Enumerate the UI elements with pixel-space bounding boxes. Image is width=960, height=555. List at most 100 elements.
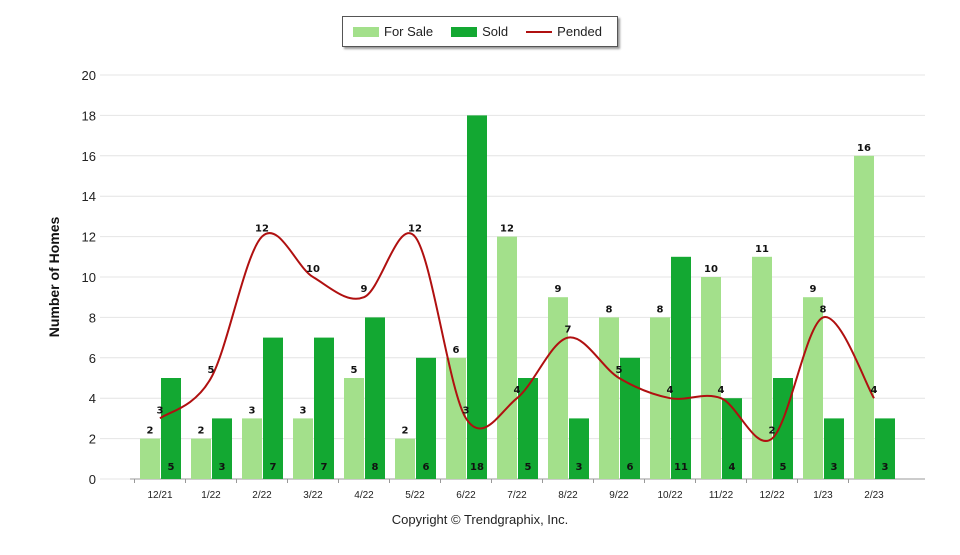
label-pended: 4	[871, 385, 878, 396]
legend-swatch-sold	[451, 26, 478, 37]
label-sold: 5	[525, 462, 532, 473]
x-tick-label: 8/22	[558, 490, 578, 501]
y-tick-label: 6	[89, 351, 96, 366]
bar-for-sale	[854, 155, 874, 480]
label-sold: 3	[882, 462, 889, 473]
y-tick-label: 0	[89, 472, 96, 487]
label-sold: 8	[372, 462, 379, 473]
label-for-sale: 2	[147, 426, 154, 437]
bar-sold	[722, 398, 742, 479]
label-pended: 12	[408, 224, 422, 235]
bar-sold	[569, 418, 589, 479]
label-pended: 4	[514, 385, 521, 396]
line-pended	[159, 232, 875, 442]
label-pended: 3	[157, 405, 164, 416]
bar-for-sale	[752, 256, 772, 479]
label-pended: 10	[306, 264, 320, 275]
legend-swatch-pended	[526, 30, 553, 33]
x-tick-label: 2/23	[864, 490, 884, 501]
x-tick-label: 6/22	[456, 490, 476, 501]
label-for-sale: 2	[198, 426, 205, 437]
label-sold: 3	[219, 462, 226, 473]
y-tick-label: 12	[82, 230, 96, 245]
label-pended: 3	[463, 405, 470, 416]
bar-sold	[161, 378, 181, 479]
label-for-sale: 11	[755, 244, 769, 255]
label-sold: 5	[168, 462, 175, 473]
bar-sold	[365, 317, 385, 479]
legend-item-for-sale: For Sale	[353, 24, 433, 39]
label-sold: 3	[576, 462, 583, 473]
label-pended: 2	[769, 426, 776, 437]
y-tick-label: 16	[82, 149, 96, 164]
bar-for-sale	[497, 236, 517, 479]
bar-sold	[263, 337, 283, 479]
y-tick-label: 14	[82, 189, 96, 204]
legend: For Sale Sold Pended	[342, 16, 618, 47]
label-for-sale: 10	[704, 264, 718, 275]
x-tick-label: 7/22	[507, 490, 527, 501]
label-pended: 7	[565, 325, 572, 336]
label-for-sale: 3	[249, 405, 256, 416]
x-tick-label: 11/22	[709, 490, 734, 501]
bar-sold	[671, 256, 691, 479]
label-pended: 9	[361, 284, 368, 295]
label-for-sale: 16	[857, 143, 871, 154]
label-sold: 4	[729, 462, 736, 473]
bar-sold	[416, 357, 436, 479]
bar-for-sale	[803, 297, 823, 479]
x-tick-label: 4/22	[354, 490, 374, 501]
label-sold: 18	[470, 462, 484, 473]
bar-sold	[875, 418, 895, 479]
x-tick-label: 2/22	[252, 490, 272, 501]
label-sold: 7	[321, 462, 328, 473]
bar-for-sale	[650, 317, 670, 479]
bar-for-sale	[599, 317, 619, 479]
y-tick-label: 10	[82, 270, 96, 285]
legend-swatch-for-sale	[353, 26, 379, 37]
x-tick-label: 5/22	[405, 490, 425, 501]
label-for-sale: 9	[810, 284, 817, 295]
bar-for-sale	[140, 438, 160, 479]
label-for-sale: 6	[453, 345, 460, 356]
label-for-sale: 3	[300, 405, 307, 416]
label-for-sale: 5	[351, 365, 358, 376]
label-pended: 5	[616, 365, 623, 376]
x-tick-label: 1/22	[201, 490, 221, 501]
bar-for-sale	[446, 357, 466, 479]
bar-for-sale	[395, 438, 415, 479]
label-pended: 5	[208, 365, 215, 376]
y-tick-label: 8	[89, 310, 96, 325]
x-tick-label: 12/21	[147, 490, 172, 501]
bar-sold	[467, 115, 487, 480]
y-tick-label: 18	[82, 108, 96, 123]
label-sold: 5	[780, 462, 787, 473]
label-pended: 4	[718, 385, 725, 396]
copyright-text: Copyright © Trendgraphix, Inc.	[391, 512, 569, 527]
x-tick-label: 10/22	[657, 490, 682, 501]
label-for-sale: 8	[657, 304, 664, 315]
x-tick-label: 3/22	[303, 490, 323, 501]
bar-for-sale	[344, 378, 364, 479]
label-for-sale: 9	[555, 284, 562, 295]
y-tick-label: 20	[82, 68, 96, 83]
bar-sold	[212, 418, 232, 479]
label-sold: 6	[423, 462, 430, 473]
label-sold: 3	[831, 462, 838, 473]
bar-sold	[824, 418, 844, 479]
bar-sold	[620, 357, 640, 479]
legend-label-sold: Sold	[482, 24, 509, 39]
label-pended: 4	[667, 385, 674, 396]
bar-for-sale	[701, 277, 721, 479]
label-for-sale: 12	[500, 224, 514, 235]
legend-item-pended: Pended	[526, 24, 602, 39]
bar-for-sale	[293, 418, 313, 479]
legend-label-pended: Pended	[557, 24, 602, 39]
label-sold: 7	[270, 462, 277, 473]
x-tick-label: 1/23	[813, 490, 833, 501]
x-tick-label: 9/22	[609, 490, 629, 501]
bar-sold	[518, 378, 538, 479]
bar-for-sale	[242, 418, 262, 479]
